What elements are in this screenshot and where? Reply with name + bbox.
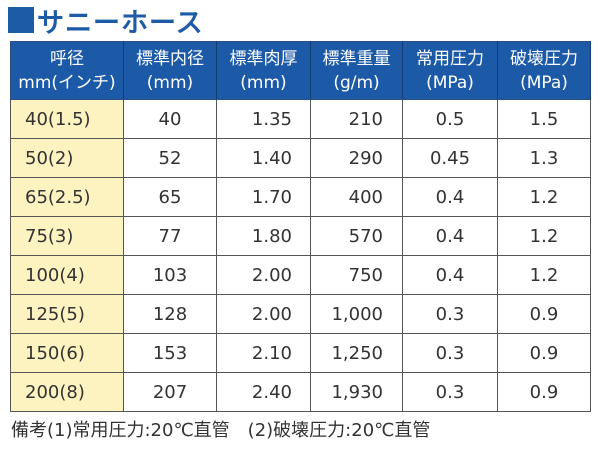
cell-weight: 1,000 [310,294,403,334]
cell-nominal: 50(2) [10,138,124,178]
cell-weight: 290 [310,138,403,178]
cell-wall-thickness: 2.00 [216,294,311,334]
cell-weight: 1,930 [310,372,403,412]
cell-weight: 400 [310,177,403,217]
cell-wall-thickness: 2.40 [216,372,311,412]
cell-inner-diameter: 207 [123,372,217,412]
header-inner-diameter: 標準内径 (mm) [123,41,217,100]
cell-weight: 1,250 [310,333,403,373]
cell-nominal: 125(5) [10,294,124,334]
cell-inner-diameter: 128 [123,294,217,334]
cell-nominal: 200(8) [10,372,124,412]
cell-burst-pressure: 1.3 [497,138,591,178]
cell-burst-pressure: 0.9 [497,372,591,412]
header-nominal-diameter: 呼径 mm(インチ) [10,41,124,100]
table-row: 65(2.5) 65 1.70 400 0.4 1.2 [10,177,591,217]
header-burst-pressure: 破壊圧力 (MPa) [497,41,591,100]
cell-working-pressure: 0.4 [402,177,498,217]
cell-inner-diameter: 40 [123,99,217,139]
cell-nominal: 75(3) [10,216,124,256]
cell-wall-thickness: 1.80 [216,216,311,256]
table-row: 75(3) 77 1.80 570 0.4 1.2 [10,216,591,256]
cell-working-pressure: 0.3 [402,372,498,412]
table-row: 150(6) 153 2.10 1,250 0.3 0.9 [10,333,591,373]
cell-burst-pressure: 1.2 [497,177,591,217]
cell-burst-pressure: 1.5 [497,99,591,139]
cell-wall-thickness: 1.40 [216,138,311,178]
cell-working-pressure: 0.45 [402,138,498,178]
cell-inner-diameter: 103 [123,255,217,295]
cell-weight: 750 [310,255,403,295]
table-row: 100(4) 103 2.00 750 0.4 1.2 [10,255,591,295]
cell-inner-diameter: 77 [123,216,217,256]
table-row: 200(8) 207 2.40 1,930 0.3 0.9 [10,372,591,412]
cell-nominal: 40(1.5) [10,99,124,139]
cell-wall-thickness: 1.70 [216,177,311,217]
cell-burst-pressure: 1.2 [497,216,591,256]
cell-weight: 210 [310,99,403,139]
cell-burst-pressure: 0.9 [497,294,591,334]
title-text: サニーホース [37,7,204,39]
header-working-pressure: 常用圧力 (MPa) [402,41,498,100]
cell-inner-diameter: 65 [123,177,217,217]
cell-wall-thickness: 1.35 [216,99,311,139]
cell-working-pressure: 0.4 [402,216,498,256]
table-row: 125(5) 128 2.00 1,000 0.3 0.9 [10,294,591,334]
cell-nominal: 65(2.5) [10,177,124,217]
spec-table: 呼径 mm(インチ) 標準内径 (mm) 標準肉厚 (mm) 標準重量 (g/m) 常用… [10,41,591,412]
cell-inner-diameter: 153 [123,333,217,373]
table-row: 50(2) 52 1.40 290 0.45 1.3 [10,138,591,178]
footnote: 備考(1)常用圧力:20℃直管 (2)破壊圧力:20℃直管 [11,420,431,441]
cell-weight: 570 [310,216,403,256]
header-weight: 標準重量 (g/m) [310,41,403,100]
cell-nominal: 100(4) [10,255,124,295]
header-row: 呼径 mm(インチ) 標準内径 (mm) 標準肉厚 (mm) 標準重量 (g/m) 常用… [10,41,591,100]
cell-working-pressure: 0.3 [402,294,498,334]
page-title: サニーホース [8,2,204,39]
cell-wall-thickness: 2.10 [216,333,311,373]
cell-wall-thickness: 2.00 [216,255,311,295]
header-wall-thickness: 標準肉厚 (mm) [216,41,311,100]
cell-working-pressure: 0.3 [402,333,498,373]
table-row: 40(1.5) 40 1.35 210 0.5 1.5 [10,99,591,139]
cell-burst-pressure: 0.9 [497,333,591,373]
cell-nominal: 150(6) [10,333,124,373]
cell-working-pressure: 0.5 [402,99,498,139]
cell-inner-diameter: 52 [123,138,217,178]
cell-working-pressure: 0.4 [402,255,498,295]
blue-square-bullet-icon [8,7,34,33]
cell-burst-pressure: 1.2 [497,255,591,295]
